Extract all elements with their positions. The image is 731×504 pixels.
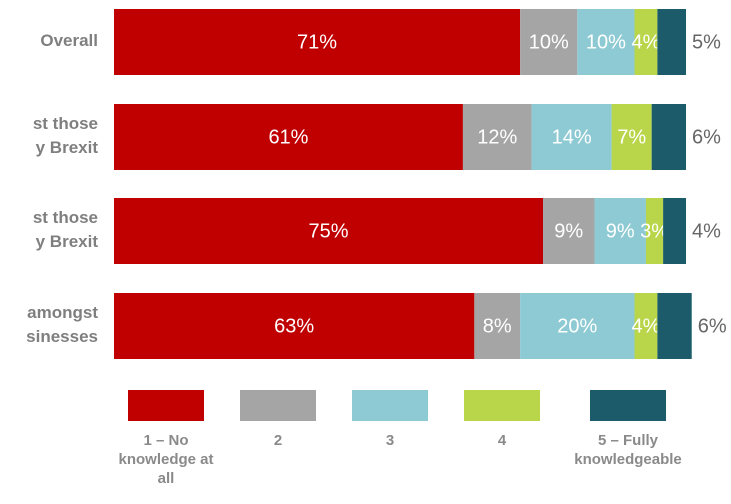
legend-label: 2: [273, 432, 283, 449]
bar-segment: [594, 198, 646, 264]
category-label-line: y Brexit: [36, 138, 99, 157]
legend-label: 3: [385, 432, 395, 449]
value-label: 4%: [632, 31, 661, 53]
bar-segment: [645, 198, 664, 264]
bar-segment: [114, 198, 543, 264]
bar-segment: [462, 104, 532, 170]
category-label: st those y Brexit: [33, 114, 99, 157]
value-label: 20%: [557, 315, 597, 337]
bar-segment: [634, 9, 658, 75]
value-label: 4%: [692, 220, 721, 242]
value-label: 14%: [552, 126, 592, 148]
bar-segment: [114, 293, 475, 359]
bar-segment: [657, 293, 692, 359]
bar-segment: [114, 9, 521, 75]
value-label: 63%: [274, 315, 314, 337]
value-label: 10%: [529, 31, 569, 53]
value-label: 3%: [640, 220, 669, 242]
bar-segment: [543, 198, 595, 264]
category-label-line: Overall: [40, 31, 98, 50]
category-label-line: amongst: [27, 303, 98, 322]
bar-segment: [520, 293, 635, 359]
category-label-line: sinesses: [26, 327, 98, 346]
category-label: Overall: [40, 31, 98, 50]
value-label: 10%: [586, 31, 626, 53]
bar-segment: [577, 9, 635, 75]
value-label: 9%: [606, 220, 635, 242]
legend-swatch: [464, 390, 540, 421]
value-label: 9%: [554, 220, 583, 242]
legend-swatch: [352, 390, 428, 421]
legend-label: 1 – No knowledge at all: [118, 432, 214, 487]
bar-segment: [651, 104, 686, 170]
value-label: 7%: [617, 126, 646, 148]
value-label: 8%: [483, 315, 512, 337]
bar-segment: [114, 104, 463, 170]
bar-segment: [657, 9, 686, 75]
value-label: 6%: [698, 315, 727, 337]
value-label: 6%: [692, 126, 721, 148]
legend-swatch: [128, 390, 204, 421]
legend-label: 4: [497, 432, 507, 449]
category-label-line: st those: [33, 208, 98, 227]
category-label: st those y Brexit: [33, 208, 99, 251]
bar-segment: [634, 293, 658, 359]
bar-segment: [611, 104, 652, 170]
legend-label: 5 – Fully knowledgeable: [574, 432, 682, 468]
category-label: amongst sinesses: [26, 303, 98, 346]
category-label-line: y Brexit: [36, 232, 99, 251]
value-label: 75%: [308, 220, 348, 242]
bar-segment: [531, 104, 612, 170]
category-label-line: st those: [33, 114, 98, 133]
legend-swatch: [590, 390, 666, 421]
value-label: 71%: [297, 31, 337, 53]
bar-segment: [520, 9, 578, 75]
value-label: 61%: [268, 126, 308, 148]
value-label: 4%: [632, 315, 661, 337]
legend-swatch: [240, 390, 316, 421]
value-label: 5%: [692, 31, 721, 53]
value-label: 12%: [477, 126, 517, 148]
bar-segment: [663, 198, 686, 264]
bar-segment: [474, 293, 521, 359]
